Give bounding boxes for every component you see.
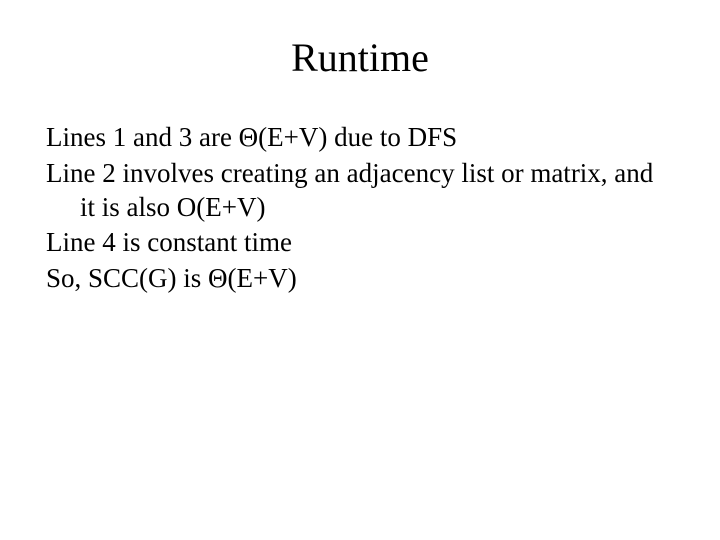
body-line-2: Line 2 involves creating an adjacency li… [46,157,674,225]
slide-title: Runtime [46,34,674,81]
slide-body: Lines 1 and 3 are Θ(E+V) due to DFS Line… [46,121,674,296]
body-line-1: Lines 1 and 3 are Θ(E+V) due to DFS [46,121,674,155]
body-line-4: So, SCC(G) is Θ(E+V) [46,262,674,296]
slide-container: Runtime Lines 1 and 3 are Θ(E+V) due to … [0,0,720,540]
body-line-3: Line 4 is constant time [46,226,674,260]
